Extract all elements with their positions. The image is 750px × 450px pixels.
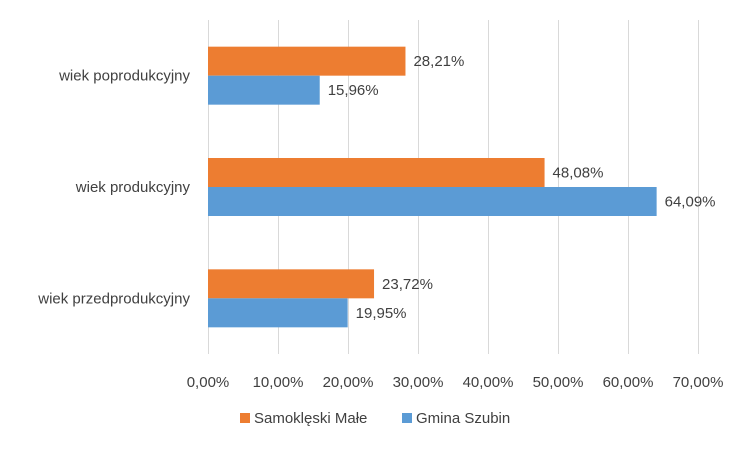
data-label: 23,72% [382,276,433,293]
legend: Samoklęski Małe Gmina Szubin [240,410,510,427]
bar [208,298,348,328]
x-tick-label: 60,00% [603,374,654,391]
x-tick-label: 10,00% [253,374,304,391]
data-label: 28,21% [413,53,464,70]
category-labels: wiek poprodukcyjny wiek produkcyjny wiek p… [37,68,190,308]
legend-swatch [240,413,250,423]
data-label: 19,95% [356,305,407,322]
bar [208,269,375,299]
legend-label: Samoklęski Małe [254,410,367,427]
x-tick-label: 70,00% [673,374,724,391]
bars [208,46,657,328]
bar [208,187,657,216]
x-axis-ticks: 0,00% 10,00% 20,00% 30,00% 40,00% 50,00% 60,00… [187,374,724,391]
bar [208,158,545,187]
bar [208,75,320,105]
x-tick-label: 0,00% [187,374,230,391]
data-labels: 28,21% 15,96% 48,08% 64,09% 23,72% 19,95% [328,53,716,322]
x-tick-label: 50,00% [533,374,584,391]
data-label: 48,08% [553,165,604,182]
data-label: 15,96% [328,82,379,99]
legend-label: Gmina Szubin [416,410,510,427]
category-label: wiek produkcyjny [75,179,191,196]
x-tick-label: 30,00% [393,374,444,391]
x-tick-label: 20,00% [323,374,374,391]
x-tick-label: 40,00% [463,374,514,391]
bar [208,46,406,76]
legend-swatch [402,413,412,423]
category-label: wiek poprodukcyjny [58,68,190,85]
data-label: 64,09% [665,194,716,211]
category-label: wiek przedprodukcyjny [37,290,190,307]
